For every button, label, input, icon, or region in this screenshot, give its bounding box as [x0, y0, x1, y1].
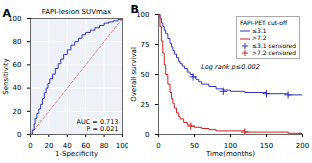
svg-text:0: 0 [156, 142, 160, 150]
svg-text:100: 100 [8, 14, 22, 23]
svg-text:40: 40 [62, 142, 72, 151]
svg-text:80: 80 [100, 142, 109, 150]
svg-text:60: 60 [81, 142, 91, 151]
html-text:≤3.1: ≤3.1 [252, 27, 267, 34]
svg-text:25: 25 [141, 101, 150, 109]
svg-text:A: A [3, 7, 12, 20]
svg-text:0: 0 [17, 131, 21, 139]
svg-text:100: 100 [116, 142, 128, 150]
svg-text:B: B [131, 3, 139, 16]
html-text:≤3.1 censored: ≤3.1 censored [252, 41, 296, 49]
svg-text:200: 200 [296, 142, 309, 150]
svg-text:Sensitivity: Sensitivity [2, 58, 10, 94]
svg-text:100: 100 [136, 10, 150, 19]
svg-text:AUC = 0.713P = 0.021: AUC = 0.713P = 0.021 [77, 118, 119, 133]
svg-text:FAPI-lesion SUVmax: FAPI-lesion SUVmax [42, 8, 111, 16]
html-text:>7.2: >7.2 [252, 34, 267, 42]
html-text:>7.2 censored: >7.2 censored [252, 49, 296, 57]
svg-text:100: 100 [223, 142, 238, 151]
svg-text:50: 50 [190, 142, 199, 150]
svg-text:20: 20 [44, 142, 53, 150]
svg-text:1-Specificity: 1-Specificity [55, 150, 98, 158]
svg-text:20: 20 [13, 108, 22, 116]
svg-text:Time(months): Time(months) [205, 150, 255, 158]
svg-text:Overall survival: Overall survival [130, 47, 138, 102]
svg-text:0: 0 [28, 142, 32, 150]
svg-text:150: 150 [260, 142, 273, 150]
svg-text:50: 50 [141, 71, 150, 79]
svg-text:Log rank p≤0.002: Log rank p≤0.002 [201, 63, 260, 71]
html-text:FAPI-PET cut-off: FAPI-PET cut-off [240, 19, 288, 26]
svg-text:60: 60 [13, 61, 22, 69]
svg-text:75: 75 [141, 41, 150, 49]
svg-text:0: 0 [145, 131, 149, 139]
svg-text:80: 80 [13, 38, 22, 46]
svg-text:40: 40 [13, 84, 22, 92]
